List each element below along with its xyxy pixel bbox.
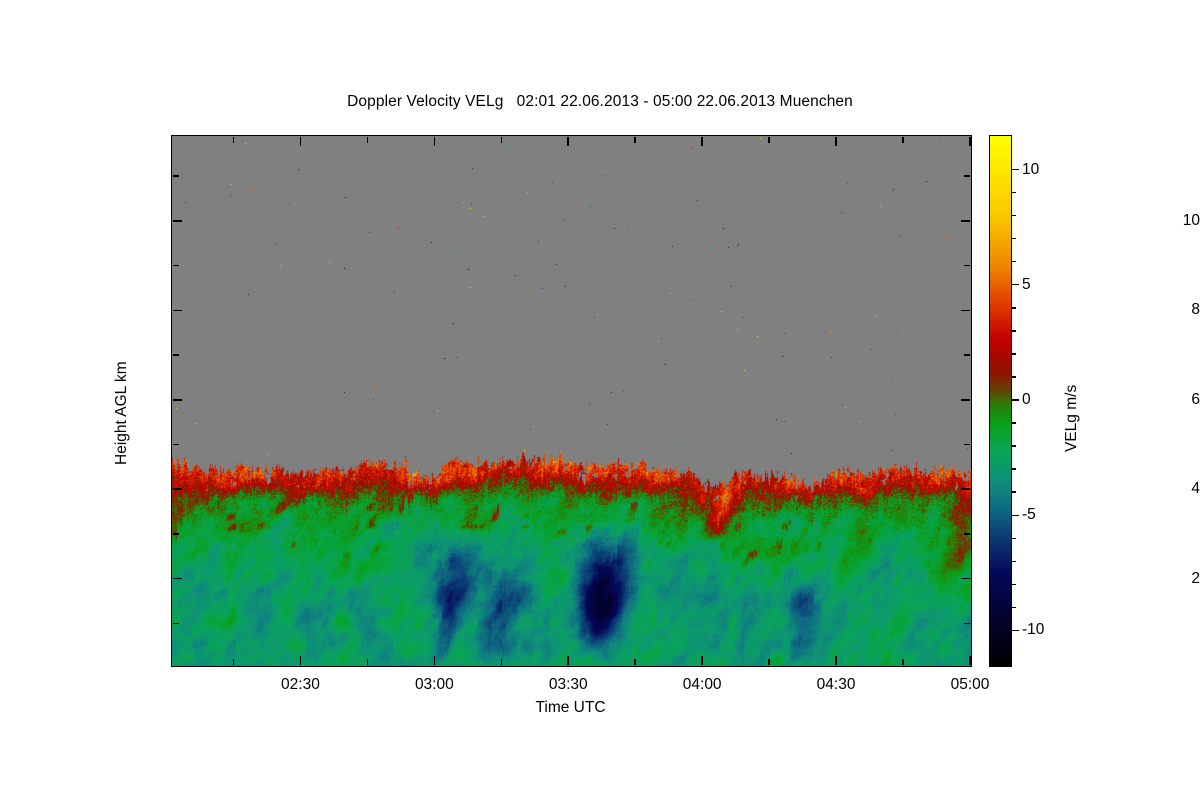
colorbar-tick-minor: [1011, 468, 1016, 470]
y-tick-major-right: [961, 577, 970, 580]
colorbar-tick-label: -10: [1022, 621, 1045, 639]
y-tick-major: [172, 398, 182, 401]
y-tick-major-right: [961, 309, 970, 312]
x-tick-major-top: [433, 136, 436, 146]
colorbar-tick-major: [1011, 168, 1019, 171]
colorbar-tick-minor: [1011, 237, 1016, 240]
y-tick-minor: [172, 533, 179, 535]
y-tick-major: [172, 577, 182, 580]
x-tick-label: 04:30: [816, 676, 856, 693]
x-tick-major-top: [567, 136, 570, 146]
colorbar-gradient: [990, 136, 1011, 666]
colorbar-tick-minor: [1011, 353, 1016, 355]
x-tick-label: 03:00: [414, 676, 454, 693]
x-tick-minor: [768, 659, 770, 665]
x-tick-major-top: [969, 136, 971, 146]
y-tick-minor-right: [964, 443, 970, 446]
y-tick-minor-right: [964, 533, 970, 535]
colorbar-tick-minor: [1011, 307, 1016, 309]
colorbar-tick-label: 10: [1022, 160, 1040, 178]
colorbar-tick-minor: [1011, 560, 1016, 562]
y-tick-major: [172, 488, 182, 491]
colorbar-tick-minor: [1011, 261, 1016, 263]
y-tick-minor-right: [964, 622, 970, 625]
y-tick-major: [172, 309, 182, 312]
colorbar: [989, 135, 1012, 667]
colorbar-tick-minor: [1011, 214, 1016, 217]
y-tick-label: 4: [1191, 480, 1200, 498]
y-tick-label: 2: [1191, 569, 1200, 587]
x-tick-major: [567, 656, 570, 665]
colorbar-tick-minor: [1011, 583, 1016, 586]
x-tick-major: [433, 656, 436, 665]
x-tick-label: 03:30: [548, 676, 588, 693]
y-tick-major: [172, 220, 182, 222]
x-tick-label: 04:00: [682, 676, 722, 693]
colorbar-tick-minor: [1011, 191, 1016, 194]
colorbar-tick-label: 0: [1022, 391, 1031, 408]
y-tick-minor-right: [964, 354, 970, 356]
colorbar-tick-label: 5: [1022, 275, 1031, 293]
colorbar-tick-major: [1011, 284, 1019, 286]
x-tick-major: [701, 656, 703, 665]
x-tick-minor-top: [768, 136, 770, 143]
y-tick-label: 6: [1191, 390, 1200, 408]
y-tick-major-right: [961, 488, 970, 491]
x-tick-minor: [232, 659, 235, 665]
y-tick-minor: [172, 175, 179, 177]
x-tick-minor-top: [902, 136, 904, 143]
colorbar-tick-minor: [1011, 445, 1016, 447]
y-tick-minor: [172, 264, 179, 267]
colorbar-tick-minor: [1011, 330, 1016, 332]
x-tick-major: [835, 656, 837, 665]
y-tick-major-right: [961, 220, 970, 222]
colorbar-tick-minor: [1011, 376, 1016, 378]
y-tick-label: 10: [1182, 211, 1200, 229]
x-tick-minor: [366, 659, 369, 665]
x-tick-minor: [902, 659, 904, 665]
y-tick-major-right: [961, 398, 970, 401]
y-tick-minor-right: [964, 175, 970, 177]
y-tick-minor: [172, 622, 179, 625]
colorbar-tick-minor: [1011, 537, 1016, 539]
x-tick-major: [969, 656, 971, 665]
colorbar-tick-label: -5: [1022, 506, 1036, 524]
x-tick-major: [299, 656, 302, 665]
colorbar-tick-major: [1011, 399, 1019, 401]
x-tick-minor-top: [232, 136, 235, 143]
y-tick-minor-right: [964, 264, 970, 267]
x-tick-minor-top: [634, 136, 636, 143]
colorbar-tick-minor: [1011, 491, 1016, 493]
x-tick-label: 05:00: [950, 676, 990, 693]
colorbar-axis-title: VELg m/s: [1063, 384, 1080, 452]
x-tick-major-top: [299, 136, 302, 146]
doppler-velocity-heatmap: [172, 136, 971, 666]
x-tick-minor-top: [366, 136, 369, 143]
colorbar-tick-major: [1011, 514, 1019, 516]
x-tick-major-top: [835, 136, 837, 146]
colorbar-tick-minor: [1011, 606, 1016, 609]
x-tick-label: 02:30: [281, 676, 320, 693]
colorbar-tick-minor: [1011, 422, 1016, 424]
y-axis-title: Height AGL km: [113, 361, 130, 465]
plot-axes-frame: [171, 135, 972, 667]
y-tick-label: 8: [1191, 301, 1200, 319]
x-tick-minor-top: [500, 136, 503, 143]
page-title: Doppler Velocity VELg 02:01 22.06.2013 -…: [347, 93, 853, 110]
x-tick-minor: [500, 659, 503, 665]
x-tick-major-top: [701, 136, 703, 146]
colorbar-tick-major: [1011, 629, 1019, 632]
x-axis-title: Time UTC: [535, 699, 606, 716]
x-tick-minor: [634, 659, 636, 665]
y-tick-minor: [172, 443, 179, 446]
y-tick-minor: [172, 354, 179, 356]
